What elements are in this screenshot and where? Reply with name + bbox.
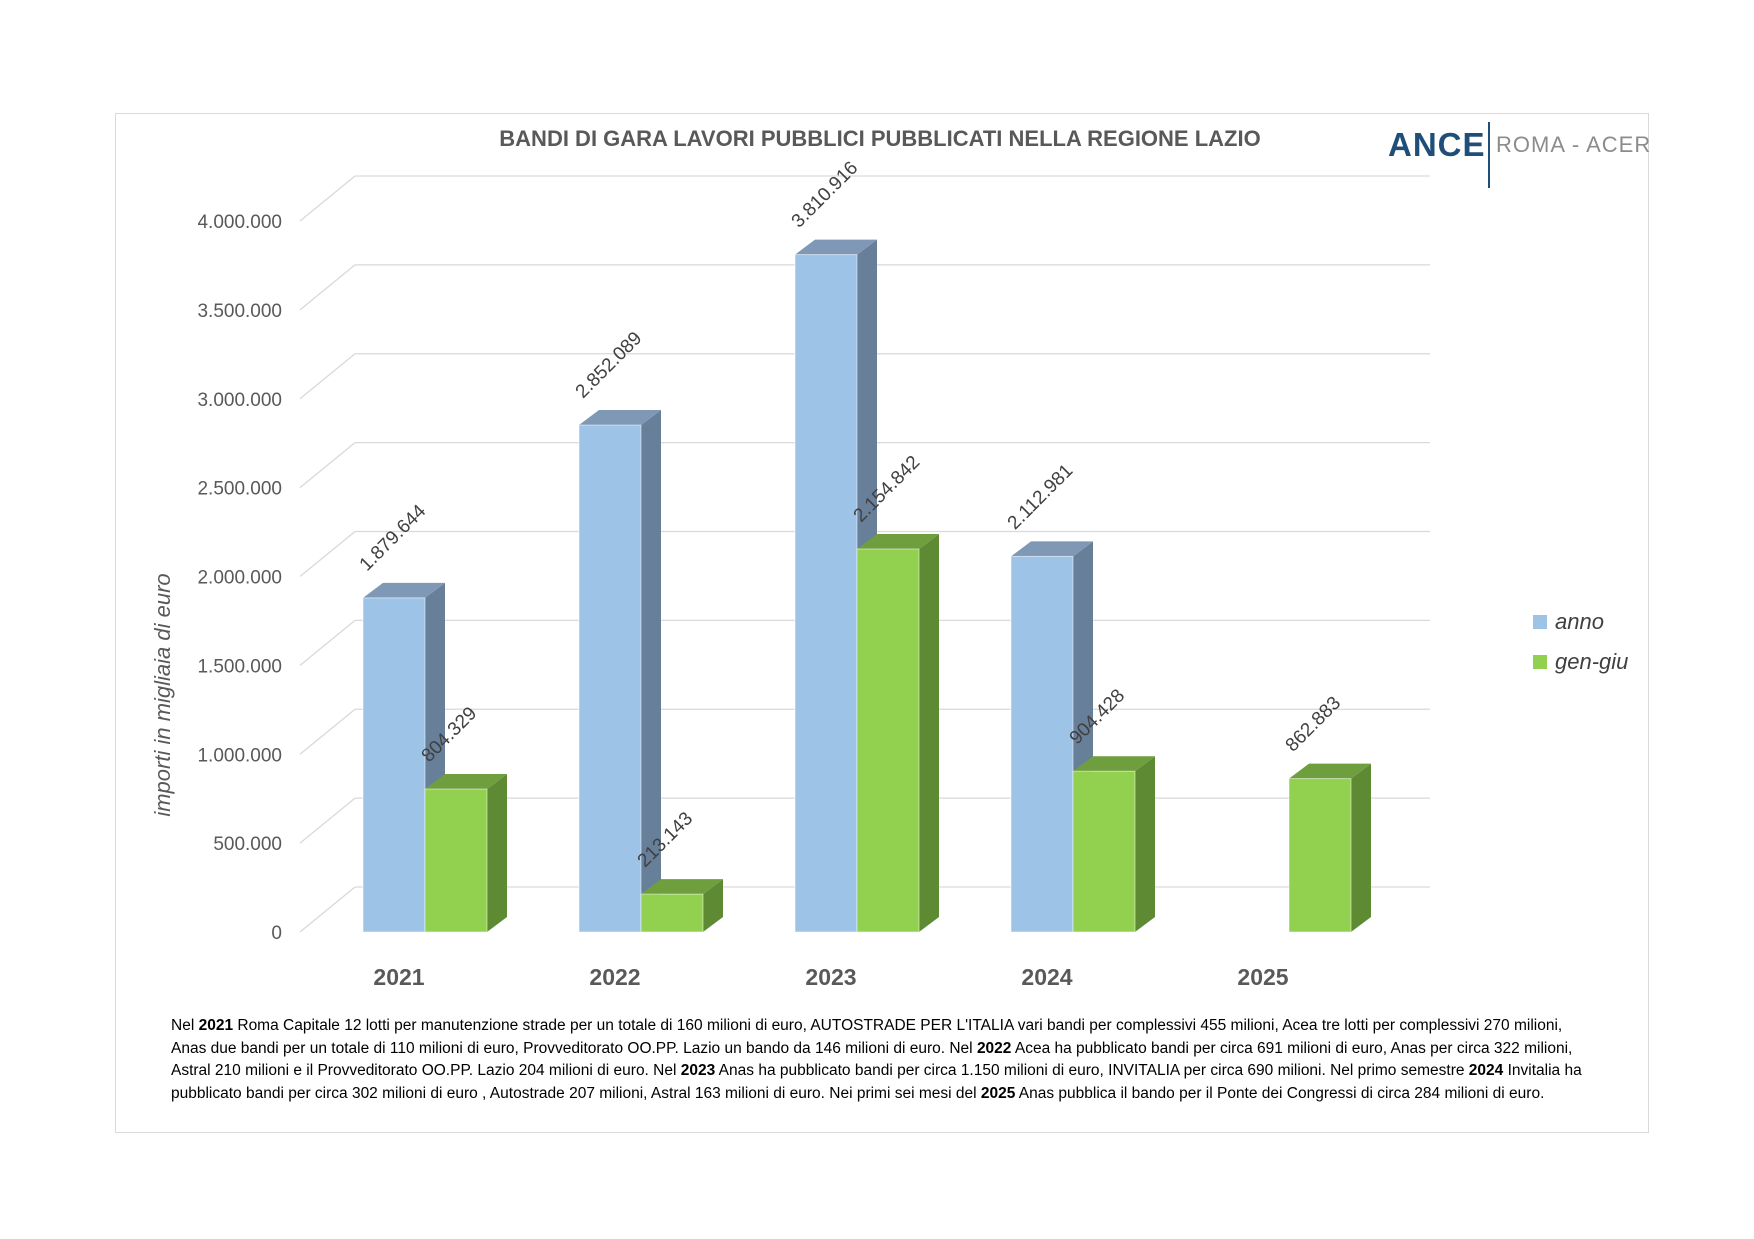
bar-gen-giu-2022 xyxy=(641,879,723,932)
legend-label: gen-giu xyxy=(1555,649,1628,674)
y-tick-label: 3.500.000 xyxy=(197,301,282,322)
legend: anno gen-giu xyxy=(1533,609,1628,674)
y-tick-label: 500.000 xyxy=(213,834,282,855)
gridline-side xyxy=(300,532,355,577)
x-category-label: 2022 xyxy=(589,964,640,990)
gridline-side xyxy=(300,798,355,843)
bar-gen-giu-2024 xyxy=(1073,756,1155,932)
gridline-side xyxy=(300,354,355,399)
bar-front xyxy=(363,598,425,932)
bar-front xyxy=(1011,556,1073,932)
footnote-segment: Anas ha pubblicato bandi per circa 1.150… xyxy=(715,1062,1469,1079)
bar-side xyxy=(919,534,939,932)
bar-side xyxy=(1135,756,1155,932)
bar-gen-giu-2023 xyxy=(857,534,939,932)
bars xyxy=(363,240,1371,932)
legend-swatch xyxy=(1533,655,1547,669)
y-tick-label: 0 xyxy=(271,923,282,944)
y-tick-label: 1.500.000 xyxy=(197,656,282,677)
gridline-side xyxy=(300,887,355,932)
bar-front xyxy=(795,255,857,932)
bar-gen-giu-2025 xyxy=(1289,764,1371,932)
y-tick-label: 1.000.000 xyxy=(197,745,282,766)
gridline-side xyxy=(300,176,355,221)
bar-front xyxy=(425,789,487,932)
footnote-year: 2021 xyxy=(199,1017,233,1034)
bar-front xyxy=(1073,771,1135,932)
x-category-label: 2025 xyxy=(1237,964,1288,990)
bar-gen-giu-2021 xyxy=(425,774,507,932)
y-tick-label: 4.000.000 xyxy=(197,212,282,233)
bar-side xyxy=(1351,764,1371,932)
x-axis-categories: 2021 2022 2023 2024 2025 xyxy=(373,964,1288,990)
data-label: 2.852.089 xyxy=(572,328,647,403)
data-label: 1.879.644 xyxy=(356,501,431,576)
footnote-year: 2025 xyxy=(981,1085,1015,1102)
x-category-label: 2024 xyxy=(1021,964,1072,990)
footnote-year: 2023 xyxy=(681,1062,715,1079)
y-tick-label: 2.500.000 xyxy=(197,479,282,500)
footnote-segment: Anas pubblica il bando per il Ponte dei … xyxy=(1015,1085,1544,1102)
x-category-label: 2021 xyxy=(373,964,424,990)
gridline-side xyxy=(300,709,355,754)
y-tick-label: 3.000.000 xyxy=(197,390,282,411)
bar-front xyxy=(1289,779,1351,932)
footnote-segment: Nel xyxy=(171,1017,199,1034)
footnote-year: 2022 xyxy=(977,1040,1011,1057)
footnote-year: 2024 xyxy=(1469,1062,1503,1079)
footnote-text: Nel 2021 Roma Capitale 12 lotti per manu… xyxy=(171,1015,1591,1105)
gridline-side xyxy=(300,265,355,310)
bar-front xyxy=(579,425,641,932)
y-tick-label: 2.000.000 xyxy=(197,568,282,589)
data-label: 3.810.916 xyxy=(788,158,863,233)
gridline-side xyxy=(300,443,355,488)
bar-front xyxy=(857,549,919,932)
data-label: 862.883 xyxy=(1282,693,1345,756)
bar-front xyxy=(641,894,703,932)
legend-swatch xyxy=(1533,615,1547,629)
y-axis-label: importi in migliaia di euro xyxy=(150,573,175,816)
x-category-label: 2023 xyxy=(805,964,856,990)
y-axis-ticks: 0 500.000 1.000.000 1.500.000 2.000.000 2.500… xyxy=(197,212,282,944)
data-label: 2.112.981 xyxy=(1004,460,1078,534)
legend-label: anno xyxy=(1555,609,1604,634)
gridline-side xyxy=(300,620,355,665)
bar-side xyxy=(487,774,507,932)
